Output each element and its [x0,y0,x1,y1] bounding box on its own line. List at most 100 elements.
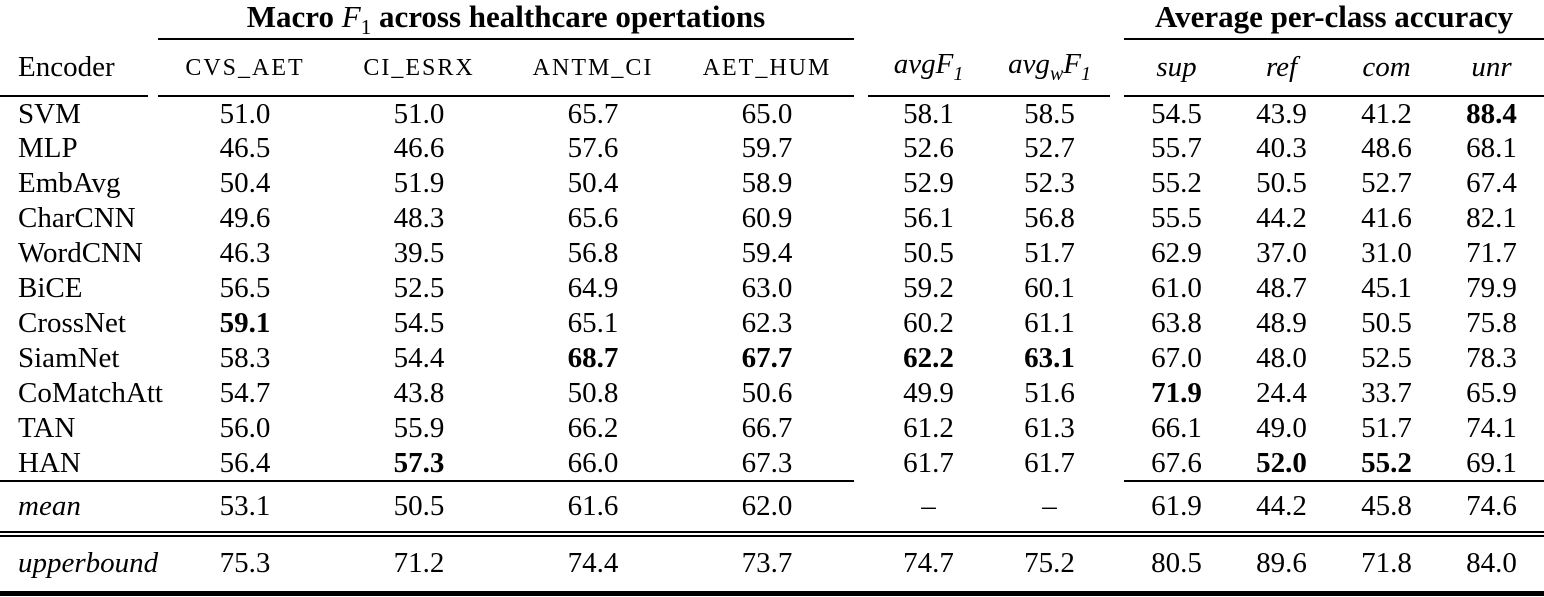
column-gap [148,166,158,201]
row-label: WordCNN [18,237,143,270]
table-cell: 73.7 [680,531,855,596]
class-col-header-ref: ref [1229,39,1335,98]
table-cell: 50.4 [567,167,619,200]
column-gap [1110,166,1124,201]
row-label: CrossNet [18,307,126,340]
table-row: CoMatchAtt 54.7 43.8 50.8 50.6 49.9 51.6 71.9 24… [0,376,1544,411]
table-cell: 74.6 [1439,480,1544,535]
table-cell: 48.6 [1361,132,1412,165]
table-cell: 44.2 [1229,480,1335,535]
avg-f1-header-subscript: 1 [953,63,964,86]
table-cell: 65.9 [1466,377,1517,410]
table-cell: 55.2 [1151,167,1202,200]
table-cell: 60.2 [903,307,954,340]
column-gap [148,0,158,39]
table-cell: 50.6 [741,377,793,410]
group-title-row: Macro F1 across healthcare opertations A… [0,0,1544,41]
table-cell: 59.4 [741,237,793,270]
column-gap [148,271,158,306]
table-cell: 46.5 [219,132,271,165]
table-cell: 67.3 [741,446,793,479]
table-cell: 62.2 [903,342,954,375]
column-header-row: Encoder CVS_AET CI_ESRX ANTM_CI AET_HUM … [0,39,1544,98]
table-cell: 71.2 [332,531,506,596]
table-cell: 41.2 [1361,97,1412,130]
table-cell: 50.5 [332,480,506,535]
empty-cell [0,0,148,39]
table-cell: 40.3 [1256,132,1307,165]
table-row: SVM 51.0 51.0 65.7 65.0 58.1 58.5 54.5 43.9 41.2 8… [0,96,1544,131]
table-cell: 54.5 [393,307,445,340]
column-gap [1110,131,1124,166]
column-gap [148,480,158,535]
column-gap [148,96,158,131]
table-cell: 69.1 [1466,446,1517,479]
table-cell: 48.7 [1256,272,1307,305]
table-cell: 31.0 [1361,237,1412,270]
table-row: upperbound 75.3 71.2 74.4 73.7 74.7 75.2 80.5 89… [0,531,1544,596]
table-cell: 50.5 [903,237,954,270]
table-cell: 56.5 [219,272,271,305]
table-cell: 46.6 [393,132,445,165]
table-cell: 68.7 [567,342,619,375]
table-cell: 54.5 [1151,97,1202,130]
table-cell: 61.9 [1124,480,1230,535]
table-row: EmbAvg 50.4 51.9 50.4 58.9 52.9 52.3 55.2 50.5 52… [0,166,1544,201]
table-cell: 66.1 [1151,412,1202,445]
table-cell: 61.6 [506,480,680,535]
column-gap [854,96,868,131]
table-cell: 71.9 [1151,377,1202,410]
table-cell: 60.1 [1024,272,1075,305]
table-cell: 58.9 [741,167,793,200]
macro-col-header-ci-esrx: CI_ESRX [332,39,506,98]
table-cell: 59.2 [903,272,954,305]
table-cell: 48.9 [1256,307,1307,340]
avg-f1-header-text: avg [893,48,936,81]
column-gap [854,306,868,341]
table-cell: 46.3 [219,237,271,270]
table-cell: 64.9 [567,272,619,305]
table-cell: 74.4 [506,531,680,596]
column-gap [148,236,158,271]
column-gap [1110,271,1124,306]
table-cell: 74.1 [1466,412,1517,445]
column-gap [854,166,868,201]
table-cell: 67.6 [1151,446,1202,479]
table-cell: 45.8 [1334,480,1440,535]
avg-w-f1-header-text: avg [1008,48,1050,81]
macro-f1-title-subscript: 1 [360,15,372,40]
table-cell: 66.0 [567,446,619,479]
column-gap [1110,376,1124,411]
encoder-header: Encoder [0,39,148,98]
table-cell: 51.9 [393,167,445,200]
column-gap [1110,446,1124,481]
table-cell: 61.0 [1151,272,1202,305]
macro-col-header-aet-hum: AET_HUM [680,39,855,98]
column-gap [854,131,868,166]
table-cell: 55.9 [393,412,445,445]
table-cell: 75.2 [989,531,1111,596]
avg-w-f1-header-subscript: 1 [1081,63,1091,86]
macro-col-header-antm-ci: ANTM_CI [506,39,680,98]
table-cell: 44.2 [1256,202,1307,235]
table-cell: 84.0 [1439,531,1544,596]
table-cell: 52.7 [1024,132,1075,165]
table-cell: 48.3 [393,202,445,235]
class-col-header-sup: sup [1124,39,1230,98]
table-cell: 67.0 [1151,342,1202,375]
column-gap [1110,201,1124,236]
row-label: EmbAvg [18,167,121,200]
row-label: BiCE [18,272,83,305]
table-cell: 78.3 [1466,342,1517,375]
row-label: CoMatchAtt [18,377,163,410]
table-cell: 55.7 [1151,132,1202,165]
table-row: BiCE 56.5 52.5 64.9 63.0 59.2 60.1 61.0 48.7 45.1… [0,271,1544,306]
table-cell: 56.8 [567,237,619,270]
column-gap [148,39,158,96]
table-cell: 54.4 [393,342,445,375]
class-col-header-com: com [1334,39,1440,98]
table-cell: 51.7 [1024,237,1075,270]
column-gap [148,131,158,166]
